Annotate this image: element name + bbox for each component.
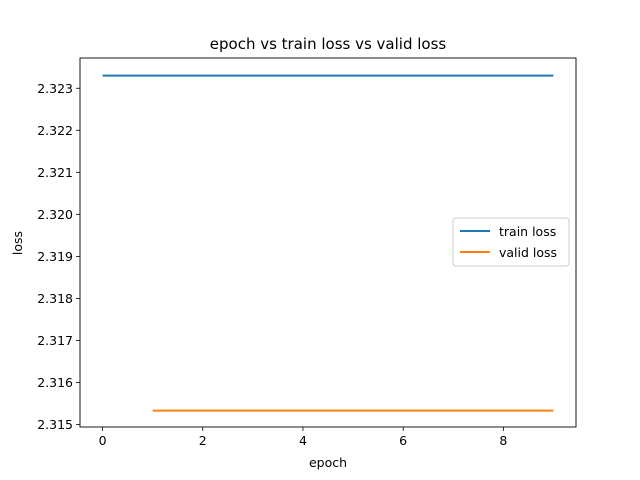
y-tick-label: 2.317: [37, 333, 73, 348]
y-tick-label: 2.318: [37, 291, 73, 306]
y-tick-label: 2.319: [37, 249, 73, 264]
y-tick-label: 2.315: [37, 417, 73, 432]
x-axis-ticks: 0 2 4 6 8: [99, 427, 507, 448]
y-tick-label: 2.316: [37, 375, 73, 390]
y-axis-label: loss: [10, 231, 25, 255]
x-tick-label: 2: [199, 433, 207, 448]
legend-label-valid-loss: valid loss: [499, 245, 557, 260]
x-axis-label: epoch: [309, 455, 347, 470]
y-axis-ticks: 2.315 2.316 2.317 2.318 2.319 2.320 2.321 2.322…: [37, 81, 80, 432]
legend-label-train-loss: train loss: [499, 224, 556, 239]
x-tick-label: 4: [299, 433, 307, 448]
chart-title: epoch vs train loss vs valid loss: [210, 35, 447, 53]
y-tick-label: 2.320: [37, 207, 73, 222]
plot-lines: [102, 74, 554, 412]
plot-frame: [79, 57, 577, 428]
x-tick-label: 0: [99, 433, 107, 448]
x-tick-label: 8: [499, 433, 507, 448]
legend: train loss valid loss: [452, 217, 570, 267]
y-tick-label: 2.321: [37, 165, 73, 180]
x-tick-label: 6: [399, 433, 407, 448]
y-tick-label: 2.323: [37, 81, 73, 96]
y-tick-label: 2.322: [37, 123, 73, 138]
